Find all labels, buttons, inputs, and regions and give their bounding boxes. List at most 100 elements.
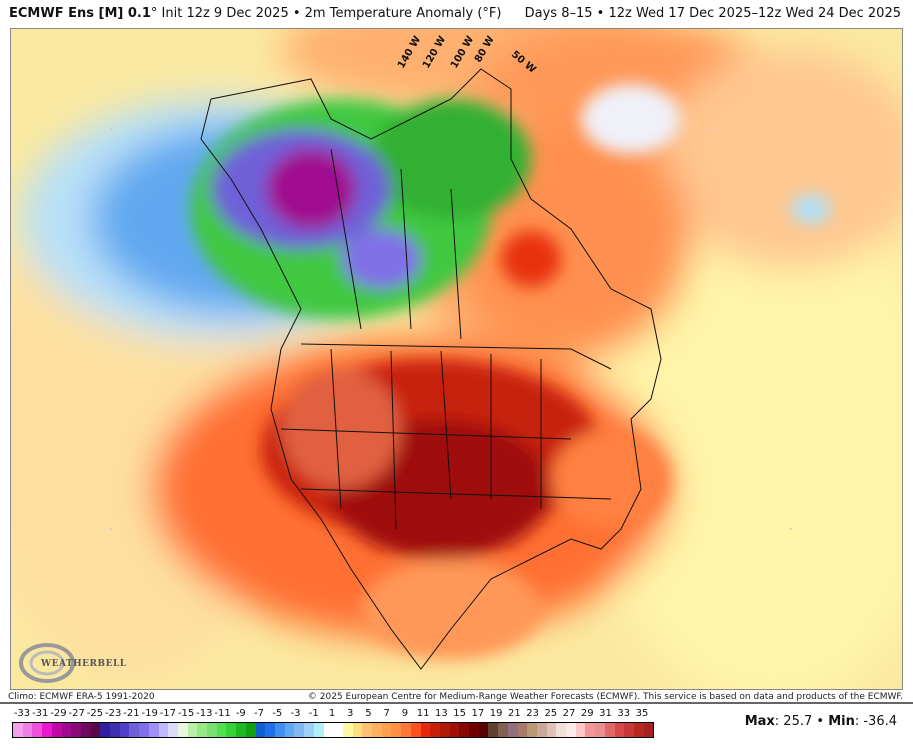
colorbar-swatch (527, 723, 537, 737)
colorbar-swatch (177, 723, 188, 737)
colorbar-swatch (119, 723, 130, 737)
colorbar-swatch (226, 723, 237, 737)
colorbar-tick-label: 31 (599, 708, 612, 719)
colorbar-swatch (575, 723, 586, 737)
colorbar-swatch (110, 723, 120, 737)
colorbar-swatch (333, 723, 343, 737)
colorbar-tick-label: 35 (635, 708, 649, 719)
colorbar-tick-label: -11 (214, 708, 231, 719)
min-label: Min (828, 714, 855, 729)
temperature-anomaly-map: 140 W 120 W 100 W 80 W 50 W WEATHERBELL (10, 28, 903, 690)
colorbar-swatch (352, 723, 363, 737)
colorbar-swatch (71, 723, 81, 737)
colorbar-tick-label: -1 (308, 708, 319, 719)
colorbar-swatch (274, 723, 285, 737)
colorbar-swatch (51, 723, 62, 737)
colorbar-tick-label: -17 (159, 708, 177, 719)
map-canvas (11, 29, 902, 689)
colorbar-tick-label: -23 (105, 708, 122, 719)
colorbar-tick-label: 11 (416, 708, 430, 719)
colorbar-swatch (139, 723, 149, 737)
init-info: ° Init 12z 9 Dec 2025 • 2m Temperature A… (150, 6, 502, 21)
colorbar-swatch (498, 723, 508, 737)
colorbar-tick-label: 25 (544, 708, 558, 719)
colorbar-swatch (245, 723, 256, 737)
colorbar-tick-label: 27 (562, 708, 576, 719)
colorbar-tick-label: -3 (290, 708, 301, 719)
colorbar-swatch (536, 723, 547, 737)
colorbar-swatch (517, 723, 528, 737)
colorbar-tick-label: 33 (617, 708, 631, 719)
colorbar-swatch (90, 723, 101, 737)
colorbar-tick-label: -25 (86, 708, 104, 719)
max-value: : 25.7 • (774, 714, 829, 729)
colorbar-swatch (556, 723, 567, 737)
colorbar-swatch (207, 723, 217, 737)
colorbar-tick-label: 21 (507, 708, 521, 719)
colorbar-tick-label: 5 (365, 708, 372, 719)
min-value: : -36.4 (854, 714, 897, 729)
colorbar-swatch (420, 723, 431, 737)
colorbar-tick-label: 17 (471, 708, 485, 719)
colorbar-swatch (401, 723, 411, 737)
max-label: Max (744, 714, 775, 729)
colorbar-swatch (478, 723, 489, 737)
colorbar-swatch (604, 723, 615, 737)
colorbar-swatch (449, 723, 460, 737)
anomaly-core (191, 84, 831, 659)
boundaries (200, 68, 662, 670)
colorbar-swatch (323, 723, 334, 737)
colorbar-swatch (488, 723, 499, 737)
colorbar-swatch (391, 723, 402, 737)
title-left: ECMWF Ens [M] 0.1° Init 12z 9 Dec 2025 •… (9, 0, 501, 28)
model-name: ECMWF Ens [M] 0.1 (9, 6, 151, 21)
colorbar-swatch (342, 723, 353, 737)
colorbar-tick-label: -29 (50, 708, 67, 719)
colorbar-tick-label: -21 (123, 708, 140, 719)
copyright-note: © 2025 European Centre for Medium-Range … (307, 692, 903, 702)
colorbar-swatch (168, 723, 178, 737)
colorbar-swatch (255, 723, 266, 737)
colorbar-tick-label: -13 (196, 708, 213, 719)
colorbar-tick-label: 13 (435, 708, 448, 719)
colorbar-swatch (294, 723, 305, 737)
colorbar-swatch (197, 723, 208, 737)
colorbar-tick-label: 1 (328, 708, 336, 719)
colorbar-swatch (430, 723, 440, 737)
colorbar-swatch (381, 723, 392, 737)
max-min-readout: Max: 25.7 • Min: -36.4 (745, 714, 897, 729)
colorbar-swatch (624, 723, 634, 737)
colorbar-tick-label: 19 (489, 708, 503, 719)
colorbar-swatch (439, 723, 450, 737)
colorbar-swatch (313, 723, 324, 737)
colorbar-swatch (362, 723, 373, 737)
colorbar-tick-label: -9 (235, 708, 246, 719)
colorbar-swatch (595, 723, 605, 737)
colorbar-swatch (13, 723, 23, 737)
colorbar-swatch (187, 723, 198, 737)
colorbar-tick-label: -5 (272, 708, 283, 719)
colorbar-swatch (566, 723, 576, 737)
colorbar-swatch (304, 723, 314, 737)
colorbar-tick-label: 3 (347, 708, 354, 719)
title-bar: ECMWF Ens [M] 0.1° Init 12z 9 Dec 2025 •… (0, 0, 913, 28)
colorbar-swatch (643, 723, 654, 737)
grid-dots (110, 128, 792, 530)
climo-note: Climo: ECMWF ERA-5 1991-2020 (8, 692, 155, 702)
colorbar-swatch (614, 723, 625, 737)
valid-period: Days 8–15 • 12z Wed 17 Dec 2025–12z Wed … (524, 6, 901, 21)
colorbar-swatch (546, 723, 557, 737)
footer: Climo: ECMWF ERA-5 1991-2020 © 2025 Euro… (0, 690, 913, 704)
colorbar-swatch (507, 723, 518, 737)
colorbar-swatch (634, 723, 644, 737)
colorbar-swatch (284, 723, 295, 737)
colorbar (12, 722, 654, 738)
colorbar-swatch (236, 723, 246, 737)
colorbar-tick-label: -15 (177, 708, 195, 719)
colorbar-tick-label: -33 (13, 708, 31, 719)
colorbar-tick-label: -7 (254, 708, 265, 719)
colorbar-swatch (372, 723, 382, 737)
colorbar-swatch (42, 723, 52, 737)
colorbar-tick-label: 15 (453, 708, 467, 719)
colorbar-tick-label: 23 (526, 708, 539, 719)
